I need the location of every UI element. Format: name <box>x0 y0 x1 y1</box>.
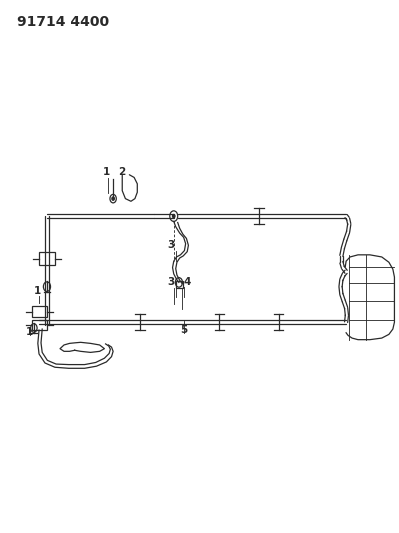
Text: 1: 1 <box>103 167 110 177</box>
Text: 2: 2 <box>118 167 126 177</box>
Bar <box>39 252 55 265</box>
Bar <box>32 306 47 317</box>
Text: 3: 3 <box>167 240 174 250</box>
Text: 1: 1 <box>34 286 41 296</box>
Text: 3: 3 <box>167 277 174 287</box>
Circle shape <box>172 215 175 217</box>
Text: 91714 4400: 91714 4400 <box>17 14 109 29</box>
Text: 4: 4 <box>184 277 191 287</box>
Text: 1: 1 <box>26 327 33 337</box>
Bar <box>32 319 47 330</box>
Text: 5: 5 <box>180 325 187 335</box>
Circle shape <box>112 197 114 200</box>
Bar <box>176 281 183 288</box>
